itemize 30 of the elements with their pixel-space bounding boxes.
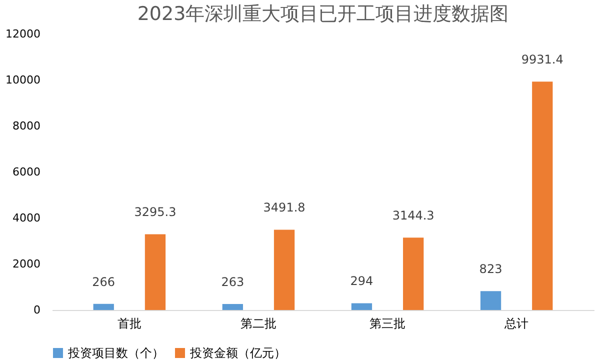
x-tick-label: 第二批: [240, 316, 276, 330]
y-tick-label: 10000: [6, 74, 40, 86]
chart-title: 2023年深圳重大项目已开工项目进度数据图: [137, 3, 509, 25]
bar: [93, 304, 114, 310]
data-label: 263: [221, 274, 244, 289]
y-tick-label: 0: [34, 304, 40, 316]
bar: [144, 234, 166, 310]
x-tick-label: 第三批: [370, 316, 406, 330]
y-tick-label: 4000: [12, 212, 40, 224]
data-label: 3144.3: [392, 208, 434, 223]
x-tick-label: 首批: [117, 316, 142, 330]
bar: [532, 82, 553, 310]
data-label: 294: [350, 274, 374, 288]
data-label: 3491.8: [263, 200, 306, 215]
bar: [274, 230, 295, 310]
y-tick-label: 2000: [12, 258, 40, 270]
data-label: 3295.3: [134, 205, 176, 220]
bar: [351, 303, 372, 310]
y-tick-label: 12000: [6, 28, 40, 40]
bar: [403, 238, 424, 310]
data-label: 266: [92, 274, 116, 289]
y-tick-label: 6000: [12, 166, 40, 178]
legend-label: 投资金额（亿元）: [189, 346, 286, 360]
data-label: 823: [479, 262, 502, 276]
x-tick-label: 总计: [504, 316, 529, 330]
data-label: 9931.4: [521, 52, 564, 67]
y-tick-label: 8000: [12, 120, 40, 132]
bar: [480, 291, 502, 310]
legend-label: 投资项目数（个）: [67, 346, 164, 360]
bar: [222, 304, 243, 310]
